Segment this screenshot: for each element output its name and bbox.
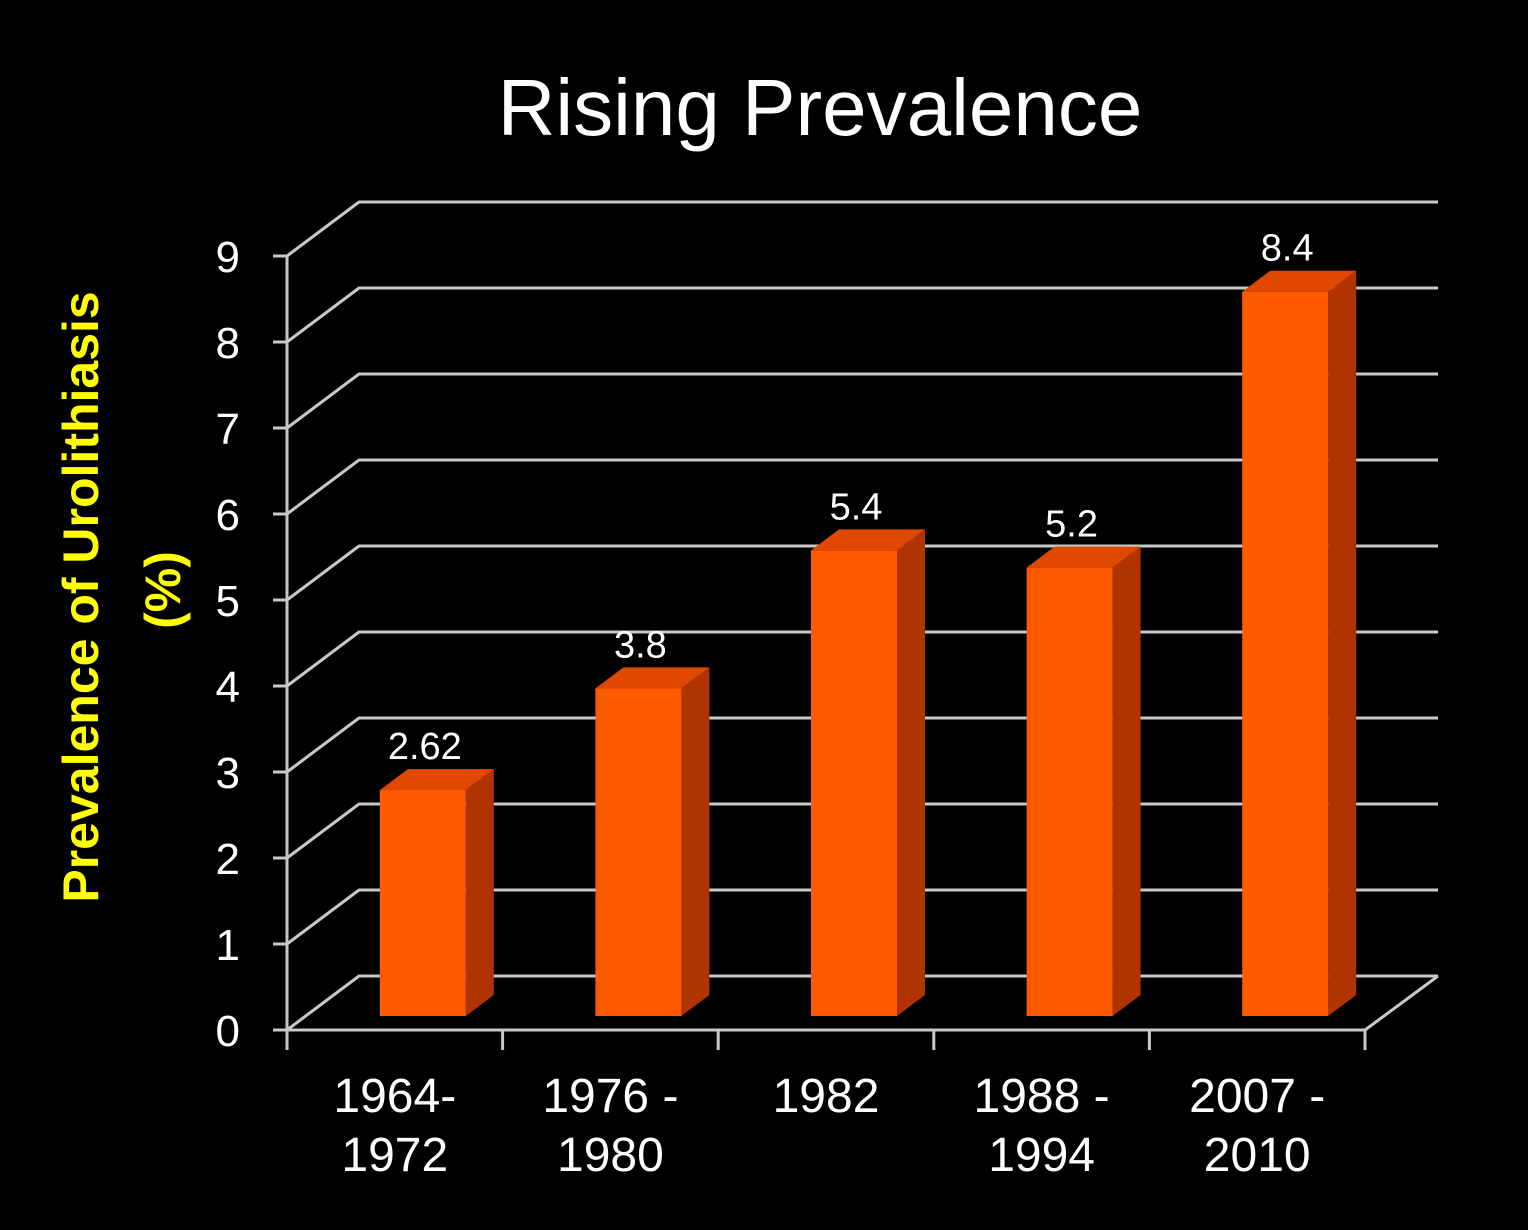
y-tick-label: 8 [216,319,240,368]
y-tick-label: 2 [216,835,240,884]
bar [595,667,710,1016]
bar-side [897,529,925,1016]
gridline [286,286,1438,344]
y-tick-label: 4 [216,663,240,712]
bar-top [1242,270,1357,292]
x-tick-label-line: 2010 [1204,1129,1311,1182]
bar [1242,270,1357,1016]
bar-front [811,550,897,1016]
axes [273,254,1367,1050]
y-axis-label: Prevalence of Urolithiasis (%) [53,277,191,902]
bar-front [1242,291,1329,1016]
x-tick-label: 1982 [773,1070,880,1123]
x-tick-label-line: 2007 - [1189,1070,1325,1123]
chart-title: Rising Prevalence [498,63,1143,152]
x-tick-label-line: 1994 [988,1129,1095,1182]
data-label: 3.8 [614,624,667,666]
bar-side [1328,270,1357,1016]
x-tick-label-line: 1976 - [542,1070,678,1123]
gridline [286,458,1438,516]
data-label: 2.62 [388,726,462,768]
bar-top [811,529,925,551]
y-tick-label: 6 [216,491,240,540]
gridlines [286,200,1439,1032]
bar-front [379,790,466,1016]
x-tick-label: 1988 - 1994 [974,1070,1110,1182]
bar [811,529,925,1016]
y-tick-label: 7 [216,405,240,454]
gridline [286,372,1438,430]
bar [379,769,494,1016]
x-tick-label-line: 1980 [557,1129,664,1182]
bar-front [595,688,682,1016]
bar-side [1112,546,1141,1016]
data-label: 5.2 [1045,504,1098,546]
x-tick-label-line: 1972 [341,1129,448,1182]
x-tick-label: 2007 - 2010 [1189,1070,1325,1182]
floor-edge [1364,974,1439,1032]
x-tick-label-line: 1964- [333,1070,456,1123]
y-tick-label: 3 [216,749,240,798]
x-tick-label-line: 1988 - [974,1070,1110,1123]
data-label: 5.4 [830,486,883,528]
bar-top [595,667,710,689]
bar [1026,546,1141,1016]
y-axis-label-line-1: Prevalence of Urolithiasis [53,291,109,902]
bar-side [465,769,494,1016]
data-label: 8.4 [1261,228,1314,270]
bar-side [681,667,710,1016]
x-tick-label-line: 1982 [773,1070,880,1123]
y-tick-label: 0 [216,1007,240,1056]
x-tick-label: 1976 - 1980 [542,1070,678,1182]
gridline [286,544,1438,602]
y-axis-label-line-2: (%) [135,551,191,629]
bars [379,270,1357,1016]
bar-top [379,769,494,791]
y-tick-label: 1 [216,921,240,970]
gridline [286,200,1438,258]
bar-front [1026,567,1113,1016]
labels: 0 1 2 3 4 5 6 7 8 9 2.62 1964- 1972 3.8 1976 - 1980 5.4 1… [216,228,1326,1182]
bar-top [1026,546,1141,568]
x-tick-label: 1964- 1972 [333,1070,456,1182]
y-tick-label: 9 [216,233,240,282]
y-tick-label: 5 [216,577,240,626]
